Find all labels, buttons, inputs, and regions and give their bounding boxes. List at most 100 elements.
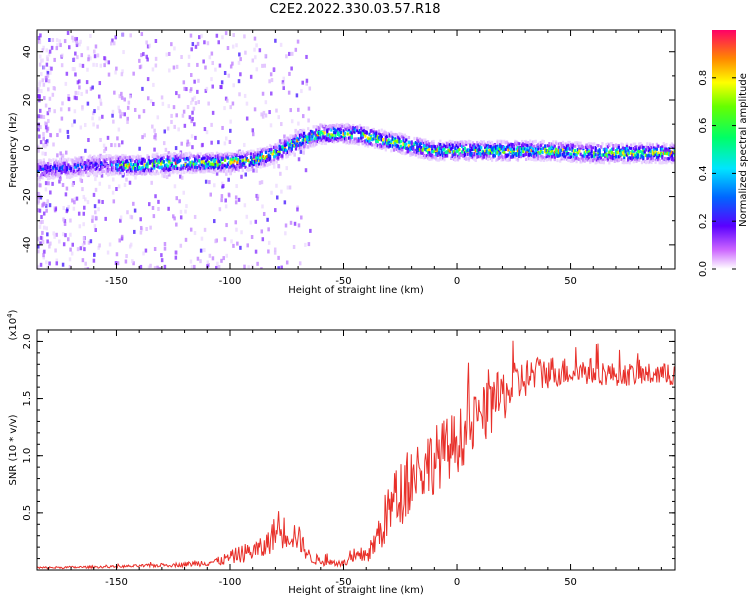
heatmap-ridge-cell [330,128,333,132]
heatmap-ridge-cell [672,143,675,147]
heatmap-ridge-cell [70,158,73,162]
heatmap-ridge-cell [608,152,611,156]
heatmap-ridge-cell [129,159,133,163]
heatmap-ridge-cell [640,154,644,158]
heatmap-ridge-cell [161,156,164,160]
heatmap-noise-cell [122,50,125,55]
heatmap-noise-cell [97,106,100,111]
heatmap-ridge-cell [194,157,197,161]
heatmap-ridge-cell [495,147,498,151]
heatmap-ridge-cell [159,159,163,164]
heatmap-ridge-cell [86,167,89,171]
heatmap-noise-cell [115,66,118,71]
heatmap-ridge-cell [496,146,499,150]
heatmap-ridge-cell [332,140,336,144]
x-tick-label: -150 [105,577,128,588]
heatmap-ridge-cell [616,144,619,148]
heatmap-ridge-cell [57,166,60,170]
heatmap-ridge-cell [91,167,95,171]
heatmap-ridge-cell [579,159,582,163]
heatmap-ridge-cell [376,135,379,139]
heatmap-noise-cell [76,247,80,252]
heatmap-ridge-cell [131,170,134,174]
heatmap-ridge-cell [236,150,239,154]
heatmap-ridge-cell [413,142,416,146]
heatmap-noise-cell [55,38,59,43]
heatmap-ridge-cell [330,124,333,128]
heatmap-ridge-cell [398,146,401,150]
heatmap-ridge-cell [185,152,189,156]
heatmap-ridge-cell [537,153,540,157]
heatmap-ridge-cell [68,174,71,179]
heatmap-ridge-cell [548,142,551,146]
heatmap-ridge-cell [233,159,236,163]
heatmap-ridge-cell [162,171,165,176]
heatmap-noise-cell [68,45,71,50]
heatmap-noise-cell [121,173,125,178]
heatmap-ridge-cell [316,125,319,129]
heatmap-ridge-cell [168,158,171,162]
heatmap-ridge-cell [550,155,554,159]
heatmap-ridge-cell [448,149,451,153]
heatmap-noise-cell [126,119,129,124]
heatmap-noise-cell [42,201,46,206]
heatmap-ridge-cell [443,154,446,158]
heatmap-ridge-cell [402,142,405,146]
heatmap-ridge-cell [296,136,299,140]
heatmap-ridge-cell [79,163,82,167]
heatmap-ridge-cell [530,153,533,157]
heatmap-noise-cell [104,59,108,64]
heatmap-noise-cell [39,195,43,200]
y-tick-label: -20 [22,188,33,204]
heatmap-ridge-cell [399,134,402,139]
heatmap-ridge-cell [40,174,43,178]
heatmap-ridge-cell [154,171,157,176]
heatmap-ridge-cell [75,165,78,169]
heatmap-ridge-cell [138,155,141,159]
heatmap-noise-cell [68,265,72,269]
heatmap-ridge-cell [125,169,129,173]
heatmap-noise-cell [268,79,271,84]
heatmap-ridge-cell [241,150,244,154]
heatmap-ridge-cell [447,141,450,145]
heatmap-ridge-cell [120,168,123,172]
heatmap-ridge-cell [515,151,518,156]
heatmap-noise-cell [146,96,150,101]
heatmap-ridge-cell [196,156,199,160]
heatmap-noise-cell [92,258,96,263]
heatmap-ridge-cell [544,149,547,154]
heatmap-ridge-cell [298,143,302,147]
heatmap-ridge-cell [510,144,513,148]
heatmap-ridge-cell [433,145,436,149]
heatmap-noise-cell [132,261,135,266]
heatmap-ridge-cell [523,147,526,151]
heatmap-ridge-cell [620,157,623,162]
heatmap-ridge-cell [298,135,302,139]
heatmap-ridge-cell [164,153,167,157]
heatmap-ridge-cell [98,171,101,175]
heatmap-noise-cell [295,93,299,98]
heatmap-ridge-cell [57,160,60,164]
heatmap-noise-cell [78,224,82,229]
heatmap-ridge-cell [612,153,615,158]
heatmap-ridge-cell [327,133,330,137]
heatmap-noise-cell [71,67,75,72]
heatmap-ridge-cell [510,149,513,153]
heatmap-noise-cell [127,100,131,105]
heatmap-ridge-cell [296,139,299,143]
heatmap-ridge-cell [236,160,239,165]
heatmap-ridge-cell [665,147,668,151]
heatmap-ridge-cell [70,166,73,171]
heatmap-ridge-cell [281,154,284,158]
heatmap-ridge-cell [206,152,209,156]
heatmap-ridge-cell [606,157,609,161]
heatmap-ridge-cell [128,155,131,160]
heatmap-ridge-cell [658,153,661,158]
heatmap-ridge-cell [61,167,65,171]
heatmap-ridge-cell [293,143,296,147]
heatmap-ridge-cell [649,143,652,148]
heatmap-noise-cell [256,194,260,199]
heatmap-ridge-cell [223,158,227,162]
heatmap-ridge-cell [555,148,558,152]
heatmap-ridge-cell [180,167,183,171]
